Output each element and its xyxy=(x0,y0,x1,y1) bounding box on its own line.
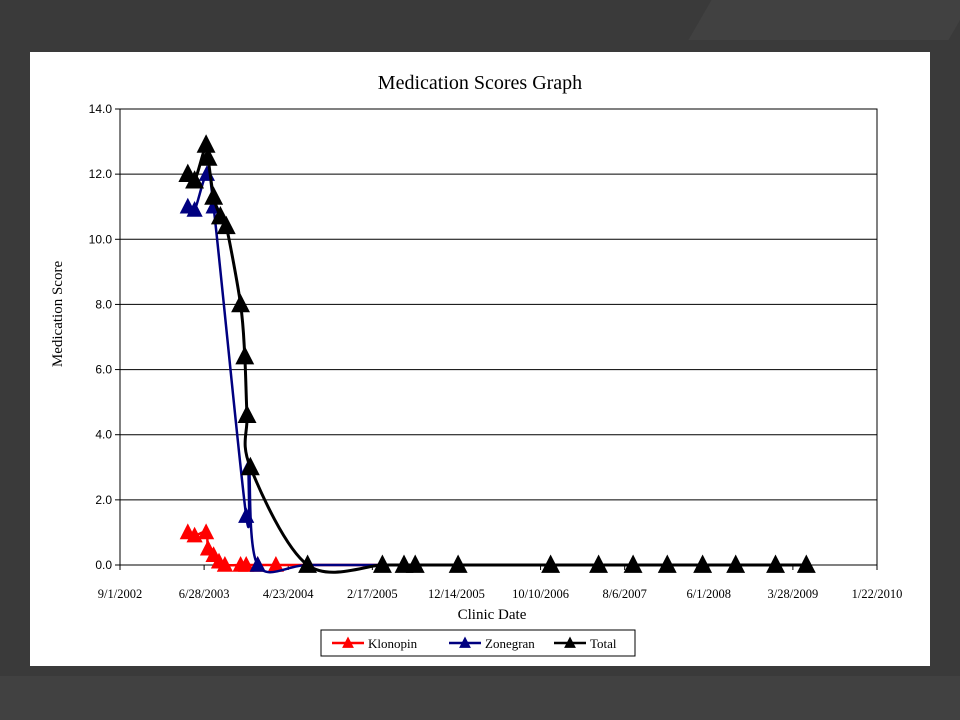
series-line-zonegran xyxy=(186,167,807,574)
data-point-total xyxy=(623,554,643,573)
series-total xyxy=(178,134,816,574)
data-point-total xyxy=(657,554,677,573)
data-point-zonegran xyxy=(186,201,203,217)
x-tick-label: 6/1/2008 xyxy=(687,587,731,601)
background-stripe xyxy=(0,676,960,720)
data-point-klonopin xyxy=(198,523,215,540)
series-zonegran xyxy=(179,165,815,574)
data-point-total xyxy=(196,134,216,153)
plot-area xyxy=(119,108,878,566)
chart-panel: Medication Scores Graph 0.0 2.0 4.0 6.0 8.0 1… xyxy=(30,52,930,666)
data-point-klonopin xyxy=(267,556,284,572)
data-point-total xyxy=(185,170,204,189)
x-tick-label: 2/17/2005 xyxy=(347,587,398,601)
legend-label-klonopin: Klonopin xyxy=(368,636,418,651)
data-point-total xyxy=(796,554,816,573)
x-tick-label: 9/1/2002 xyxy=(98,587,142,601)
data-point-total xyxy=(298,554,317,573)
series-line-total xyxy=(186,142,807,574)
gridlines xyxy=(120,108,877,501)
data-point-total xyxy=(216,215,236,235)
data-point-total xyxy=(726,554,746,573)
medication-scores-chart: Medication Scores Graph 0.0 2.0 4.0 6.0 8.0 1… xyxy=(50,72,903,657)
data-point-total xyxy=(240,456,260,476)
legend-marker-zonegran xyxy=(459,636,471,648)
series-line-klonopin xyxy=(187,530,807,567)
data-series xyxy=(178,134,816,574)
y-tick-label: 14.0 xyxy=(89,102,113,116)
y-tick-label: 2.0 xyxy=(95,493,112,507)
x-tick-label: 8/6/2007 xyxy=(602,587,646,601)
data-point-zonegran xyxy=(238,507,255,523)
background-stripe xyxy=(688,0,960,40)
x-tick-label: 6/28/2003 xyxy=(179,587,230,601)
y-tick-label: 12.0 xyxy=(89,167,113,181)
y-tick-label: 0.0 xyxy=(95,558,112,572)
x-tick-label: 4/23/2004 xyxy=(263,587,314,601)
data-point-total xyxy=(235,346,255,365)
data-point-total xyxy=(693,554,713,573)
data-point-klonopin xyxy=(216,556,233,572)
x-axis-ticks: 9/1/2002 6/28/2003 4/23/2004 2/17/2005 12/14… xyxy=(98,565,903,601)
data-point-total xyxy=(541,554,561,573)
data-point-total xyxy=(373,554,392,573)
data-point-total xyxy=(766,554,785,573)
data-point-total xyxy=(405,554,425,573)
x-tick-label: 12/14/2005 xyxy=(428,587,485,601)
data-point-total xyxy=(448,554,468,573)
x-tick-label: 10/10/2006 xyxy=(512,587,569,601)
y-axis-title: Medication Score xyxy=(50,261,66,368)
data-point-total xyxy=(231,293,250,313)
legend-label-zonegran: Zonegran xyxy=(485,636,535,651)
legend: Klonopin Zonegran Total xyxy=(320,629,636,657)
legend-marker-klonopin xyxy=(342,636,354,648)
data-point-total xyxy=(237,404,257,423)
legend-marker-total xyxy=(564,636,576,648)
data-point-total xyxy=(198,147,218,166)
x-tick-label: 1/22/2010 xyxy=(852,587,903,601)
data-point-total xyxy=(204,186,224,205)
y-axis-ticks: 0.0 2.0 4.0 6.0 8.0 10.0 12.0 14.0 xyxy=(89,102,120,572)
data-point-zonegran xyxy=(198,165,215,181)
y-tick-label: 10.0 xyxy=(89,232,113,246)
x-tick-label: 3/28/2009 xyxy=(768,587,819,601)
data-point-total xyxy=(589,554,608,573)
y-tick-label: 8.0 xyxy=(95,297,112,311)
data-point-klonopin xyxy=(238,556,255,572)
y-tick-label: 4.0 xyxy=(95,428,112,442)
chart-title: Medication Scores Graph xyxy=(378,72,582,94)
legend-label-total: Total xyxy=(590,636,617,651)
data-point-zonegran xyxy=(249,556,266,572)
y-tick-label: 6.0 xyxy=(95,363,112,377)
x-axis-title: Clinic Date xyxy=(458,607,527,623)
